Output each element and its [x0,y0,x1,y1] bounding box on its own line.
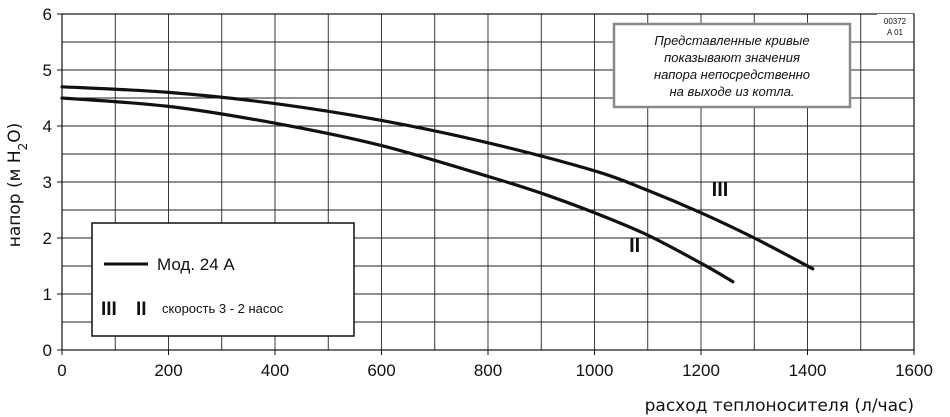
code-box-bg [877,14,913,40]
note-box: Представленные кривые показывают значени… [612,22,852,109]
y-axis-ticks: 0 1 2 3 4 5 6 [43,5,62,360]
y-tick-label: 3 [43,173,52,192]
y-tick-label: 4 [43,117,52,136]
x-tick-label: 0 [57,361,66,380]
x-tick-label: 800 [474,361,502,380]
note-line-1: Представленные кривые [654,33,809,48]
y-axis-title-sub: 2 [16,143,30,151]
code-line-2: A 01 [887,28,904,37]
x-tick-label: 1600 [895,361,933,380]
y-axis-title-main: напор (м H [5,150,25,247]
code-line-1: 00372 [884,17,907,26]
legend: Мод. 24 А III II скорость 3 - 2 насос [91,222,355,337]
legend-speed-label: скорость 3 - 2 насос [162,301,284,316]
note-box-frame [612,22,852,109]
y-axis-title-end: O) [5,123,25,143]
curve-speed-3 [60,85,815,271]
legend-frame [91,222,355,337]
y-tick-label: 1 [43,285,52,304]
y-tick-label: 2 [43,229,52,248]
curve-label: III [712,179,729,201]
note-line-2: показывают значения [664,50,800,65]
legend-speed-3-glyph: III [101,299,117,320]
x-tick-label: 600 [367,361,395,380]
y-tick-label: 5 [43,61,52,80]
x-tick-label: 200 [154,361,182,380]
curves [60,85,815,284]
curve-speed-2 [60,96,735,284]
legend-speed-2-glyph: II [136,299,147,320]
note-line-3: напора непосредственно [654,67,810,82]
y-tick-label: 0 [43,341,52,360]
x-tick-label: 1200 [682,361,720,380]
y-tick-label: 6 [43,5,52,24]
y-axis-title: напор (м H2O) [5,123,30,248]
x-axis-ticks: 0 200 400 600 800 1000 1200 1400 1600 [57,350,933,380]
code-box: 00372 A 01 [877,14,913,40]
legend-model-label: Мод. 24 А [157,255,235,274]
note-line-4: на выходе из котла. [670,84,795,99]
x-axis-title: расход теплоносителя (л/час) [645,396,914,416]
x-tick-label: 1000 [576,361,614,380]
x-tick-label: 1400 [789,361,827,380]
x-tick-label: 400 [261,361,289,380]
curve-label: II [629,235,640,257]
